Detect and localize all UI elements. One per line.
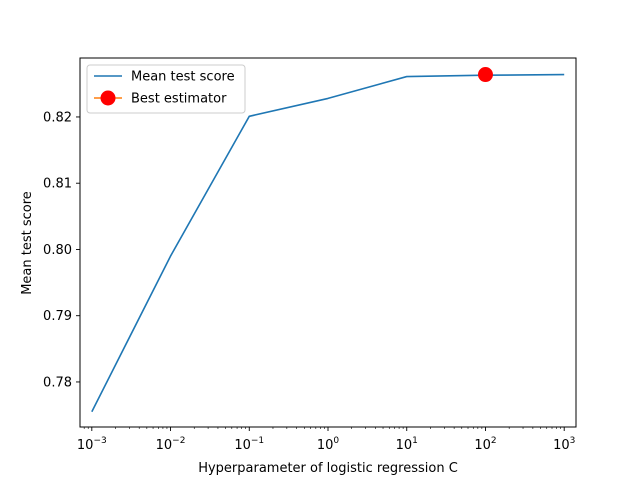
legend-marker-best [100, 90, 116, 106]
y-axis-label: Mean test score [20, 191, 35, 295]
y-tick-label: 0.79 [43, 309, 72, 324]
legend-label-mean: Mean test score [131, 70, 235, 85]
best-estimator-marker [477, 67, 493, 83]
x-tick-label: 100 [317, 436, 340, 453]
y-tick-label: 0.78 [43, 375, 72, 390]
y-tick-label: 0.80 [43, 243, 72, 258]
x-tick-label: 10−3 [77, 436, 107, 453]
y-tick-label: 0.82 [43, 110, 72, 125]
y-axis-ticks: 0.78 0.79 0.80 0.81 0.82 [43, 110, 80, 390]
axes-frame [79, 57, 577, 428]
x-tick-label: 103 [553, 436, 575, 453]
x-axis-label: Hyperparameter of logistic regression C [198, 461, 458, 476]
x-axis-ticks: 10−3 10−2 10−1 100 101 102 103 [77, 427, 575, 453]
plot-area [91, 67, 565, 413]
legend: Mean test score Best estimator [86, 64, 246, 114]
x-tick-label: 101 [396, 436, 418, 453]
x-tick-label: 102 [474, 436, 496, 453]
legend-box [86, 64, 246, 114]
legend-label-best: Best estimator [131, 92, 227, 107]
x-tick-label: 10−1 [234, 436, 264, 453]
x-tick-label: 10−2 [156, 436, 186, 453]
y-tick-label: 0.81 [43, 177, 72, 192]
